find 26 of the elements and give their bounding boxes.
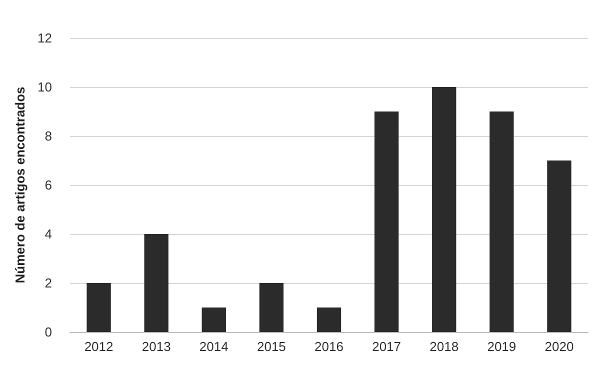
x-tick-label: 2013 <box>142 339 171 354</box>
bar <box>86 283 111 332</box>
y-tick-label: 10 <box>38 80 52 94</box>
bar <box>316 308 342 332</box>
y-tick-label: 4 <box>44 226 52 242</box>
bar <box>490 112 514 332</box>
bar <box>547 160 572 332</box>
x-tick-label: 2012 <box>84 339 114 354</box>
y-tick-label: 2 <box>44 276 52 290</box>
bar <box>202 308 226 332</box>
bar <box>144 234 168 332</box>
x-tick-label: 2019 <box>487 339 516 354</box>
y-tick-label: 8 <box>44 128 52 144</box>
bar <box>259 283 284 332</box>
x-tick-label: 2018 <box>430 339 459 354</box>
x-tick-label: 2020 <box>544 339 574 354</box>
y-axis-title: Número de artigos encontrados <box>12 86 28 284</box>
bar <box>374 112 399 332</box>
x-tick-label: 2014 <box>199 339 228 354</box>
bar <box>432 87 456 332</box>
x-tick-label: 2017 <box>372 339 402 354</box>
y-tick-label: 6 <box>44 178 52 192</box>
y-tick-label: 0 <box>44 324 52 340</box>
x-tick-label: 2015 <box>256 339 286 354</box>
x-tick-label: 2016 <box>314 339 344 354</box>
y-tick-label: 12 <box>38 30 52 46</box>
